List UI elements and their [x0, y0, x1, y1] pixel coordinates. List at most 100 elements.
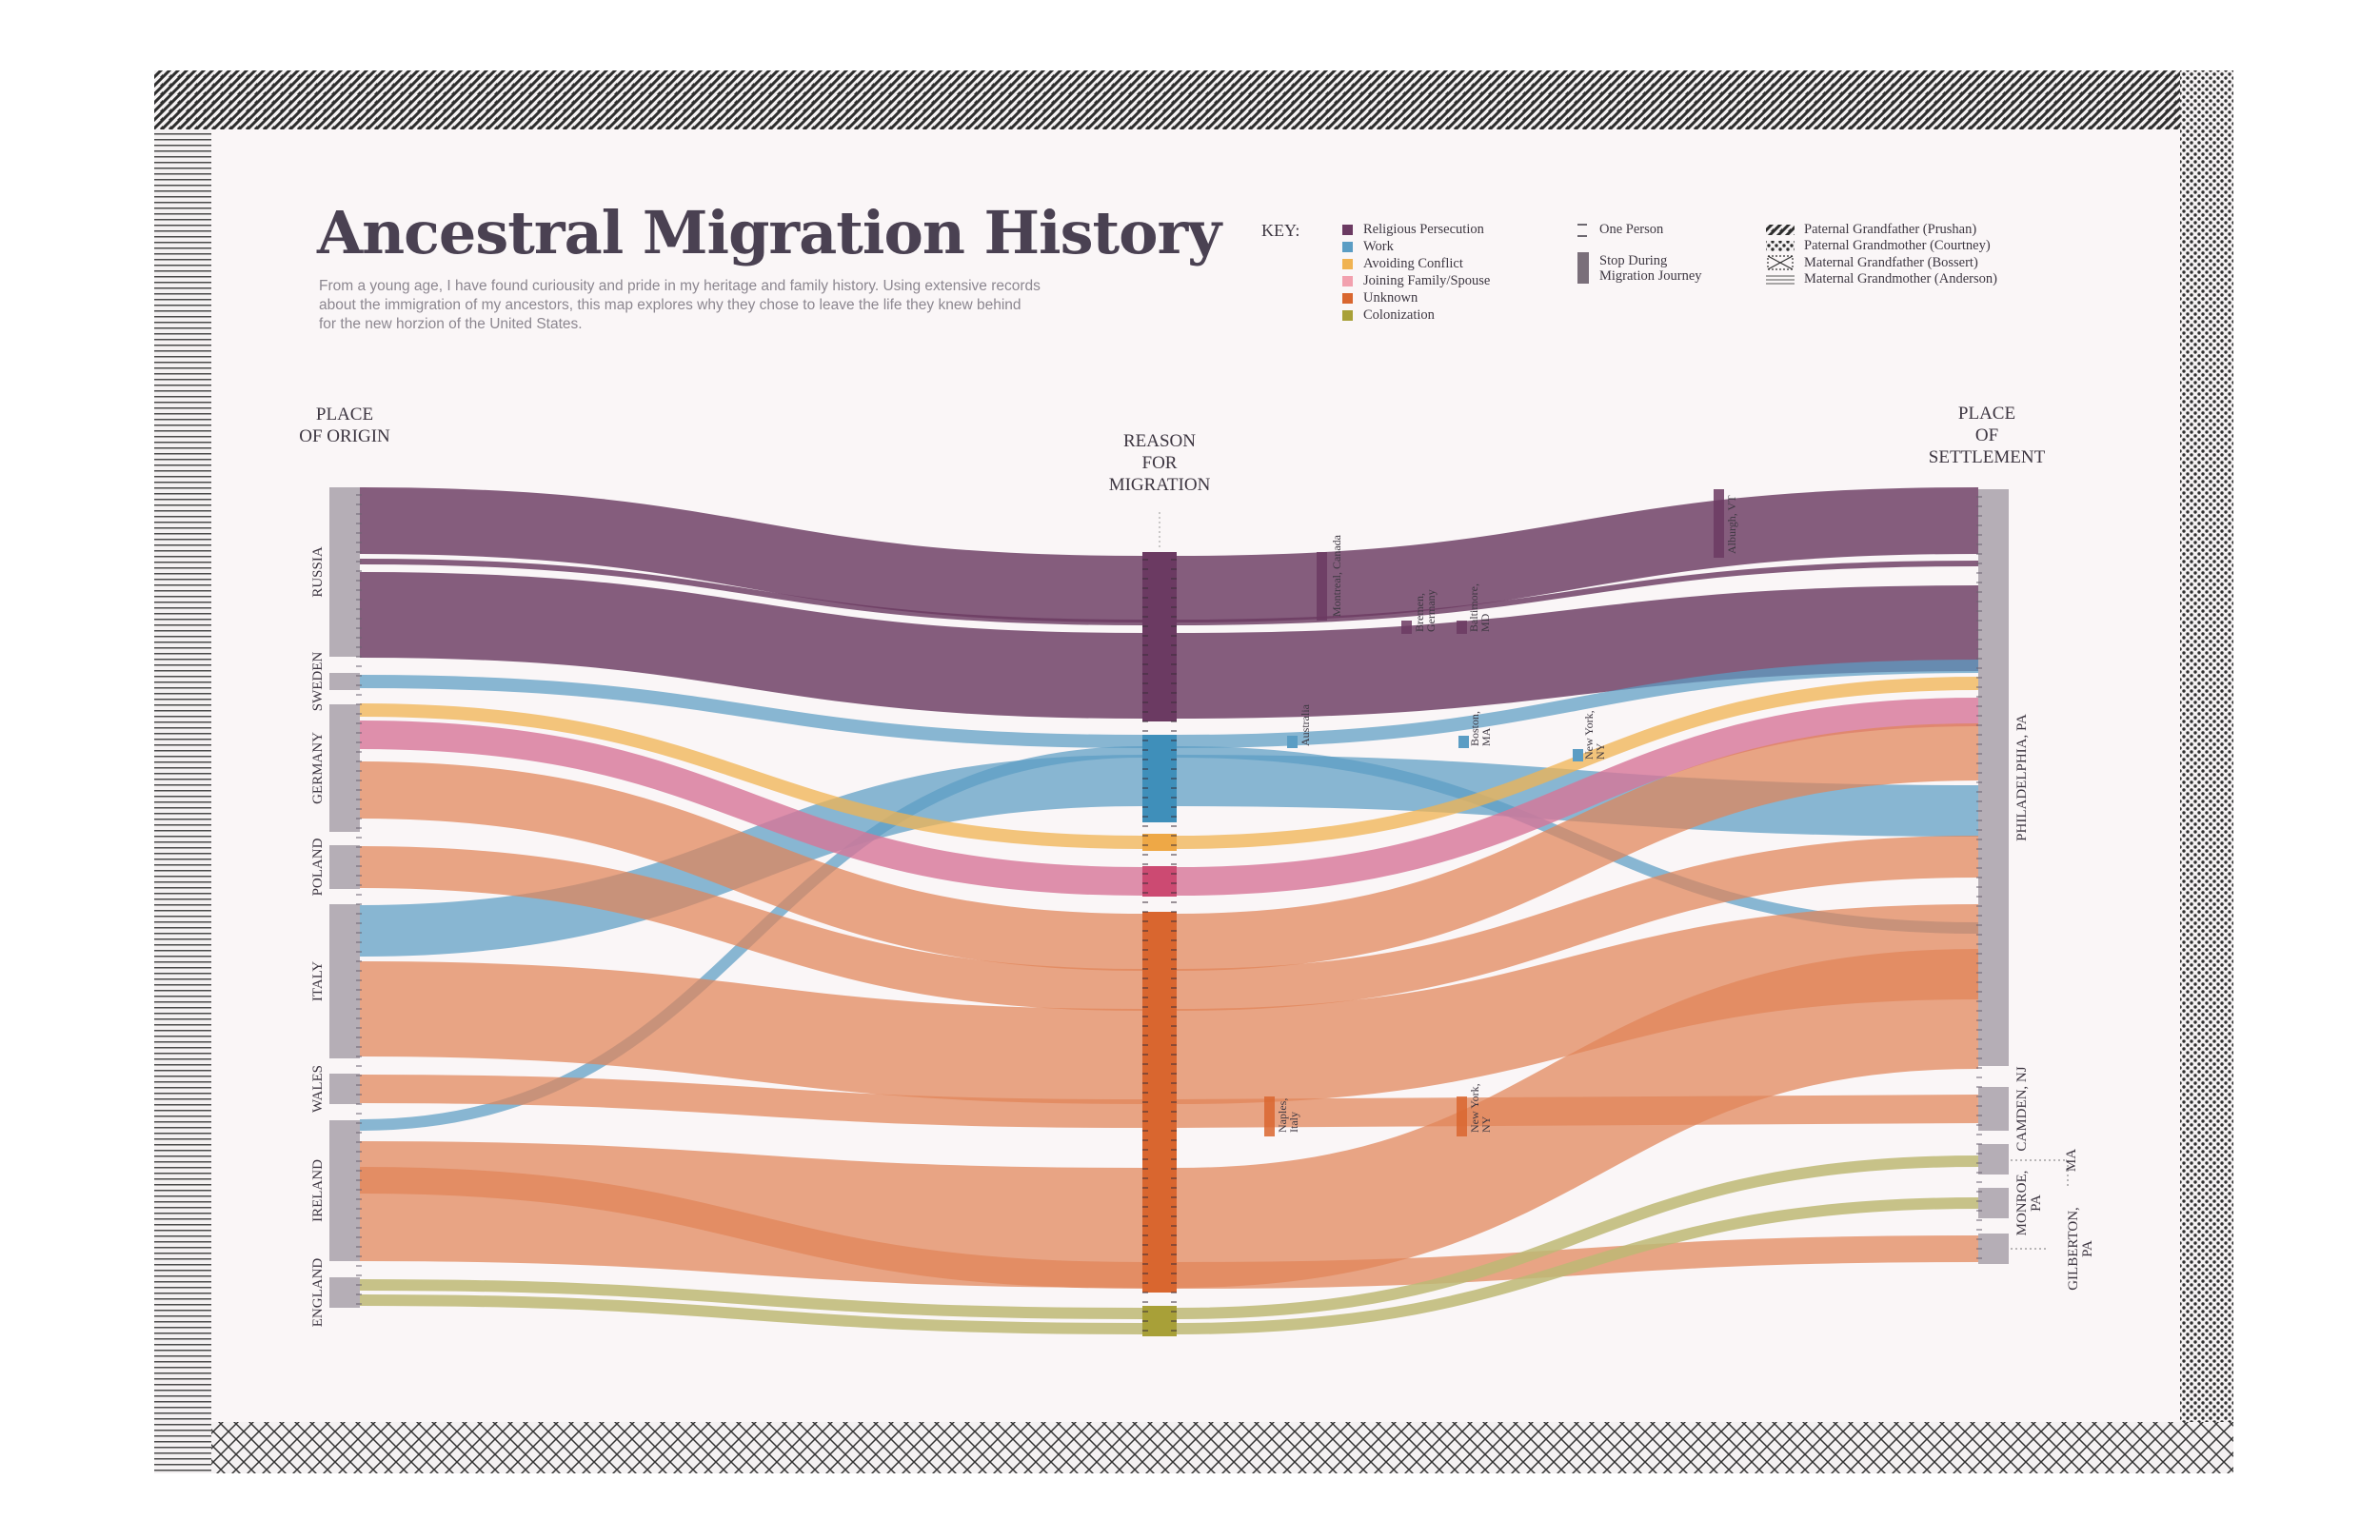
reason-nodes [1142, 552, 1177, 1336]
key-swatch-religious [1342, 225, 1353, 235]
settlement-label-philadelphia: PHILADELPHIA, PA [2014, 714, 2030, 841]
header-origin-line-1: PLACE [315, 405, 374, 424]
subtitle-line-2: about the immigration of my ancestors, t… [319, 297, 1021, 313]
flow-germany-unknown-out [1176, 723, 1979, 971]
origin-label-sweden: SWEDEN [310, 652, 326, 712]
key-grandparent-anderson: Maternal Grandmother (Anderson) [1804, 271, 1997, 286]
origin-node-germany [329, 704, 360, 832]
stop-label-naples: Naples,Italy [1276, 1098, 1300, 1133]
origin-node-england [329, 1277, 360, 1308]
header-reason-line-2: FOR [1141, 453, 1178, 473]
key-label: KEY: [1261, 221, 1300, 240]
key-stop-line-2: Migration Journey [1599, 268, 1702, 284]
flow-germany-conflict-out [1176, 677, 1979, 849]
origin-label-ireland: IRELAND [310, 1159, 326, 1222]
key-swatch-family [1342, 276, 1353, 286]
stop-label-baltimore: Baltimore,MD [1467, 583, 1492, 632]
settlement-label-camden: CAMDEN, NJ [2014, 1066, 2030, 1151]
origin-label-poland: POLAND [310, 838, 326, 896]
flow-russia-religious-a-out [1176, 487, 1979, 622]
flow-wales-unknown-in [359, 1075, 1143, 1128]
stop-label-alburgh: Alburgh, VT [1725, 495, 1738, 554]
header-origin-line-2: OF ORIGIN [299, 426, 390, 446]
stop-marker-baltimore [1457, 621, 1467, 634]
flow-germany-unknown-in [359, 761, 1143, 971]
stop-label-newyork-unknown: New York,NY [1468, 1083, 1493, 1133]
header-reason-line-3: MIGRATION [1108, 475, 1211, 495]
stop-icon [1577, 252, 1589, 284]
border-right-dots [2180, 70, 2233, 1422]
settlement-label-gilberton: GILBERTON,PA [2066, 1207, 2095, 1291]
stop-marker-newyork-work [1573, 749, 1583, 761]
origin-label-england: ENGLAND [310, 1258, 326, 1328]
reason-node-conflict [1142, 834, 1177, 851]
key-swatch-work [1342, 242, 1353, 252]
crosshatch-icon [1767, 255, 1794, 270]
flow-russia-religious-b-out [1176, 561, 1979, 625]
header-settlement: PLACE OF SETTLEMENT [1915, 403, 2058, 468]
key-reason-unknown: Unknown [1363, 290, 1418, 306]
border-top-hatch [154, 70, 2180, 129]
one-person-icon [1577, 224, 1587, 237]
origin-label-wales: WALES [310, 1065, 326, 1113]
flow-germany-conflict-in [359, 703, 1143, 849]
diagonal-hatch-icon [1766, 225, 1795, 235]
origin-node-italy [329, 904, 360, 1058]
reason-node-family [1142, 866, 1177, 897]
subtitle-line-3: for the new horzion of the United States… [319, 316, 583, 332]
flow-poland-unknown-in [359, 846, 1143, 1011]
settlement-node-ma [1978, 1144, 2009, 1175]
header-settlement-line-3: SETTLEMENT [1928, 447, 2046, 467]
flow-russia-religious-b-in [359, 559, 1143, 625]
settlement-label-ma: MA [2064, 1149, 2079, 1172]
stop-marker-alburgh [1714, 489, 1724, 558]
origin-node-ireland [329, 1120, 360, 1261]
flow-russia-religious-a-in [359, 487, 1143, 622]
header-reason: REASON FOR MIGRATION [1095, 430, 1224, 496]
stop-marker-boston [1458, 736, 1469, 748]
origin-label-russia: RUSSIA [310, 546, 326, 598]
header-origin: PLACE OF ORIGIN [286, 404, 404, 447]
origin-node-sweden [329, 673, 360, 690]
key-swatch-conflict [1342, 259, 1353, 269]
key-grandparent-courtney: Paternal Grandmother (Courtney) [1804, 238, 1991, 253]
dots-icon [1766, 241, 1795, 251]
flow-sweden-work-out [1176, 660, 1979, 748]
settlement-node-gilberton [1978, 1234, 2009, 1264]
stop-marker-montreal [1317, 552, 1327, 621]
origin-node-poland [329, 845, 360, 889]
horizontal-lines-icon [1766, 275, 1795, 285]
origin-node-wales [329, 1074, 360, 1104]
stop-label-newyork-work: New York,NY [1582, 710, 1607, 760]
reason-node-religious [1142, 552, 1177, 721]
settlement-node-monroe [1978, 1188, 2009, 1218]
key-grandparent-bossert: Maternal Grandfather (Bossert) [1804, 255, 1978, 270]
sankey-flows [359, 487, 1979, 1334]
header-settlement-line-2: OF [1974, 425, 1999, 445]
key-grandparent-prushan: Paternal Grandfather (Prushan) [1804, 222, 1977, 237]
person-ticks [356, 494, 1982, 1332]
origin-node-russia [329, 487, 360, 657]
flow-england-colonization-b-in [359, 1294, 1143, 1334]
flow-poland-unknown-out [1176, 836, 1979, 1011]
key-reason-family: Joining Family/Spouse [1363, 273, 1491, 288]
stop-marker-australia [1287, 736, 1298, 748]
stop-label-boston: Boston,MA [1468, 711, 1493, 746]
border-left-lines [154, 129, 211, 1473]
stop-label-bremen: Bremen,Germany [1413, 589, 1438, 632]
flow-england-colonization-b-out [1176, 1197, 1979, 1334]
key-reason-work: Work [1363, 239, 1394, 254]
flow-germany-family-out [1176, 698, 1979, 896]
header-settlement-line-1: PLACE [1957, 404, 2016, 424]
key-one-person: One Person [1599, 222, 1664, 237]
stop-markers [1264, 489, 1724, 1136]
settlement-node-camden [1978, 1087, 2009, 1131]
flow-england-colonization-a-in [359, 1279, 1143, 1319]
stop-label-montreal: Montreal, Canada [1330, 534, 1343, 617]
flow-italy-unknown-in [359, 961, 1143, 1104]
flow-sweden-work-in [359, 675, 1143, 748]
stop-marker-naples [1264, 1096, 1275, 1136]
flow-italy-unknown-out [1176, 904, 1979, 1104]
flow-ireland-unknown-out [1176, 949, 1979, 1288]
